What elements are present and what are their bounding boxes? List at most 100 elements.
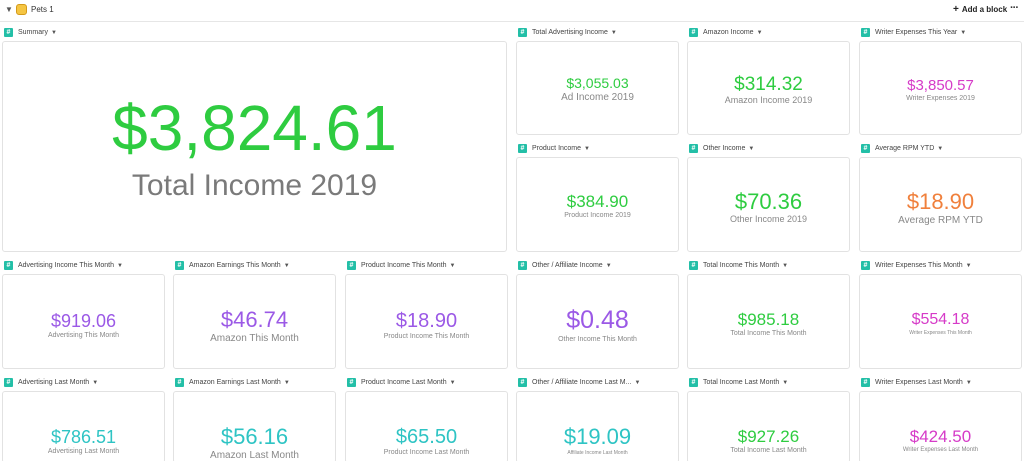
dropdown-arrow-icon[interactable]: ▼ <box>92 380 99 386</box>
dropdown-arrow-icon[interactable]: ▼ <box>116 263 123 269</box>
block-title-text: Other / Affiliate Income Last M... <box>532 379 632 386</box>
more-options-icon[interactable]: ··· <box>1010 2 1019 14</box>
metric-card[interactable]: $19.09 Affiliate Income Last Month <box>516 391 679 461</box>
block-title[interactable]: Summary ▼ <box>18 28 57 38</box>
block-title[interactable]: Total Income This Month ▼ <box>703 261 788 271</box>
dropdown-arrow-icon[interactable]: ▼ <box>584 146 590 152</box>
metric-card[interactable]: $384.90 Product Income 2019 <box>516 157 679 252</box>
block-header[interactable]: # Total Advertising Income ▼ <box>516 28 679 40</box>
block-header[interactable]: # Advertising Income This Month ▼ <box>2 261 165 273</box>
block-title[interactable]: Other Income ▼ <box>703 144 754 154</box>
block-title[interactable]: Other / Affiliate Income Last M... ▼ <box>532 378 640 388</box>
dropdown-arrow-icon[interactable]: ▼ <box>605 263 612 269</box>
dropdown-arrow-icon[interactable]: ▼ <box>283 263 290 269</box>
block-title[interactable]: Writer Expenses Last Month ▼ <box>875 378 972 388</box>
metric-value: $985.18 <box>737 310 800 329</box>
block-header[interactable]: # Amazon Earnings Last Month ▼ <box>173 378 336 390</box>
block-header[interactable]: # Total Income Last Month ▼ <box>687 378 850 390</box>
metric-card[interactable]: $424.50 Writer Expenses Last Month <box>859 391 1022 461</box>
block-header[interactable]: # Product Income This Month ▼ <box>345 261 508 273</box>
metric-card[interactable]: $56.16 Amazon Last Month <box>173 391 336 461</box>
block-header[interactable]: # Other / Affiliate Income ▼ <box>516 261 679 273</box>
dropdown-arrow-icon[interactable]: ▼ <box>610 30 617 36</box>
product-income-this-month-block: # Product Income This Month ▼ $18.90 Prod… <box>345 261 508 369</box>
block-title[interactable]: Amazon Earnings This Month ▼ <box>189 261 290 271</box>
dropdown-arrow-icon[interactable]: ▼ <box>965 263 972 269</box>
metric-label: Writer Expenses Last Month <box>902 447 979 453</box>
block-title[interactable]: Product Income ▼ <box>532 144 590 154</box>
block-title[interactable]: Writer Expenses This Year ▼ <box>875 28 966 38</box>
block-header[interactable]: # Writer Expenses Last Month ▼ <box>859 378 1022 390</box>
other-affiliate-income-block: # Other / Affiliate Income ▼ $0.48 Other … <box>516 261 679 369</box>
number-block-icon: # <box>518 378 527 387</box>
metric-card[interactable]: $46.74 Amazon This Month <box>173 274 336 369</box>
plus-icon: + <box>953 4 959 15</box>
metric-card[interactable]: $3,850.57 Writer Expenses 2019 <box>859 41 1022 135</box>
block-title[interactable]: Advertising Last Month ▼ <box>18 378 98 388</box>
block-header[interactable]: # Advertising Last Month ▼ <box>2 378 165 390</box>
block-title-text: Amazon Earnings This Month <box>189 262 281 269</box>
block-header[interactable]: # Total Income This Month ▼ <box>687 261 850 273</box>
block-header[interactable]: # Product Income Last Month ▼ <box>345 378 508 390</box>
block-title[interactable]: Product Income Last Month ▼ <box>361 378 456 388</box>
metric-card[interactable]: $70.36 Other Income 2019 <box>687 157 850 252</box>
block-header[interactable]: # Summary ▼ <box>2 28 507 40</box>
product-income-last-month-block: # Product Income Last Month ▼ $65.50 Prod… <box>345 378 508 461</box>
dropdown-arrow-icon[interactable]: ▼ <box>937 146 944 152</box>
dropdown-arrow-icon[interactable]: ▼ <box>449 263 456 269</box>
metric-card[interactable]: $18.90 Product Income This Month <box>345 274 508 369</box>
number-block-icon: # <box>689 28 698 37</box>
block-title[interactable]: Total Income Last Month ▼ <box>703 378 788 388</box>
block-title-text: Total Income Last Month <box>703 379 780 386</box>
block-title[interactable]: Total Advertising Income ▼ <box>532 28 617 38</box>
collapse-caret-icon[interactable]: ▼ <box>5 5 13 14</box>
metric-value: $384.90 <box>566 192 629 211</box>
metric-card[interactable]: $314.32 Amazon Income 2019 <box>687 41 850 135</box>
block-title[interactable]: Average RPM YTD ▼ <box>875 144 943 154</box>
metric-label: Amazon Last Month <box>210 450 299 461</box>
metric-card[interactable]: $985.18 Total Income This Month <box>687 274 850 369</box>
metric-card[interactable]: $786.51 Advertising Last Month <box>2 391 165 461</box>
metric-card[interactable]: $554.18 Writer Expenses This Month <box>859 274 1022 369</box>
block-header[interactable]: # Average RPM YTD ▼ <box>859 144 1022 156</box>
metric-label: Total Income 2019 <box>131 169 378 202</box>
page-emoji-icon <box>16 4 27 15</box>
dropdown-arrow-icon[interactable]: ▼ <box>756 30 763 36</box>
block-title[interactable]: Writer Expenses This Month ▼ <box>875 261 972 271</box>
block-title[interactable]: Advertising Income This Month ▼ <box>18 261 123 271</box>
dropdown-arrow-icon[interactable]: ▼ <box>50 30 57 36</box>
metric-card[interactable]: $18.90 Average RPM YTD <box>859 157 1022 252</box>
metric-card[interactable]: $0.48 Other Income This Month <box>516 274 679 369</box>
metric-value: $3,824.61 <box>112 92 397 164</box>
number-block-icon: # <box>861 144 870 153</box>
metric-label: Ad Income 2019 <box>561 92 634 103</box>
block-header[interactable]: # Other / Affiliate Income Last M... ▼ <box>516 378 679 390</box>
amazon-earnings-this-month-block: # Amazon Earnings This Month ▼ $46.74 Ama… <box>173 261 336 369</box>
metric-card[interactable]: $65.50 Product Income Last Month <box>345 391 508 461</box>
dropdown-arrow-icon[interactable]: ▼ <box>748 146 755 152</box>
block-header[interactable]: # Amazon Earnings This Month ▼ <box>173 261 336 273</box>
summary-card[interactable]: $3,824.61 Total Income 2019 <box>2 41 507 252</box>
dropdown-arrow-icon[interactable]: ▼ <box>782 380 789 386</box>
block-title[interactable]: Amazon Earnings Last Month ▼ <box>189 378 290 388</box>
add-block-button[interactable]: + Add a block <box>953 4 1007 15</box>
block-header[interactable]: # Other Income ▼ <box>687 144 850 156</box>
metric-card[interactable]: $927.26 Total Income Last Month <box>687 391 850 461</box>
block-header[interactable]: # Writer Expenses This Year ▼ <box>859 28 1022 40</box>
metric-card[interactable]: $3,055.03 Ad Income 2019 <box>516 41 679 135</box>
dropdown-arrow-icon[interactable]: ▼ <box>634 380 641 386</box>
dropdown-arrow-icon[interactable]: ▼ <box>960 30 967 36</box>
block-header[interactable]: # Writer Expenses This Month ▼ <box>859 261 1022 273</box>
dropdown-arrow-icon[interactable]: ▼ <box>965 380 972 386</box>
number-block-icon: # <box>689 378 698 387</box>
dropdown-arrow-icon[interactable]: ▼ <box>449 380 456 386</box>
metric-card[interactable]: $919.06 Advertising This Month <box>2 274 165 369</box>
metric-value: $46.74 <box>220 307 289 332</box>
block-header[interactable]: # Amazon Income ▼ <box>687 28 850 40</box>
block-title[interactable]: Amazon Income ▼ <box>703 28 763 38</box>
dropdown-arrow-icon[interactable]: ▼ <box>283 380 290 386</box>
block-header[interactable]: # Product Income ▼ <box>516 144 679 156</box>
dropdown-arrow-icon[interactable]: ▼ <box>782 263 789 269</box>
block-title[interactable]: Product Income This Month ▼ <box>361 261 455 271</box>
block-title[interactable]: Other / Affiliate Income ▼ <box>532 261 612 271</box>
